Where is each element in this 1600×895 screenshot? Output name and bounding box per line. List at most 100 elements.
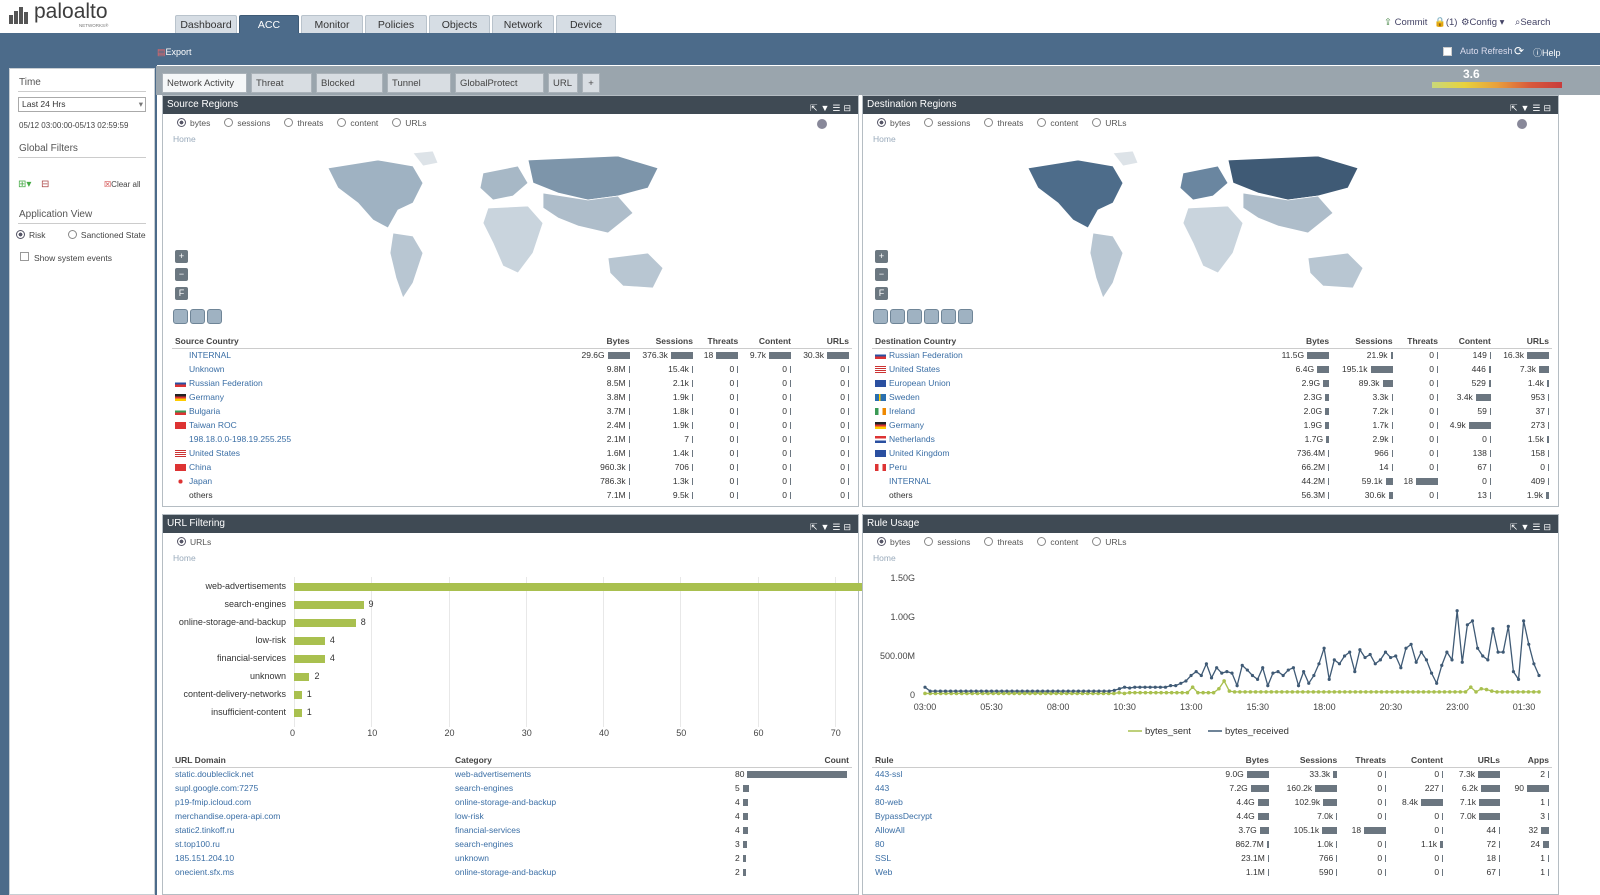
data-point-bytes_sent[interactable] [1122, 691, 1127, 696]
table-row[interactable]: 80 862.7M 1.0k 0 1.1k 72 24 [872, 837, 1552, 851]
data-point-bytes_sent[interactable] [1489, 689, 1494, 693]
data-point-bytes_received[interactable] [1266, 684, 1270, 688]
data-point-bytes_sent[interactable] [1049, 691, 1053, 696]
data-point-bytes_received[interactable] [928, 689, 932, 693]
country-link[interactable]: Sweden [889, 392, 920, 402]
data-point-bytes_received[interactable] [1358, 648, 1362, 652]
data-point-bytes_received[interactable] [1230, 671, 1234, 675]
map-region-north-america[interactable] [327, 159, 424, 229]
table-row[interactable]: p19-fmip.icloud.com online-storage-and-ba… [172, 795, 852, 809]
radio-content[interactable] [337, 118, 347, 127]
data-point-bytes_received[interactable] [1051, 689, 1055, 693]
data-point-bytes_received[interactable] [1450, 658, 1454, 662]
radio-threats[interactable] [984, 118, 994, 127]
country-link[interactable]: Ireland [889, 406, 915, 416]
column-header[interactable]: Category [452, 753, 732, 768]
commit-button[interactable]: ⇪ Commit [1384, 17, 1427, 28]
country-link[interactable]: Bulgaria [189, 406, 221, 416]
export-button[interactable]: ▤Export [157, 47, 192, 58]
country-link[interactable]: Unknown [189, 364, 225, 374]
data-point-bytes_received[interactable] [1138, 685, 1142, 689]
data-point-bytes_sent[interactable] [1510, 690, 1515, 694]
data-point-bytes_sent[interactable] [928, 691, 933, 696]
fit-button[interactable]: F [175, 287, 188, 300]
category-label[interactable]: unknown [249, 671, 286, 681]
config-button[interactable]: ⚙Config ▾ [1461, 17, 1505, 28]
country-link[interactable]: Russian Federation [889, 350, 963, 361]
table-row[interactable]: Russian Federation 8.5M 2.1k 0 0 0 [172, 376, 852, 390]
table-row[interactable]: Web 1.1M 590 0 0 67 1 [872, 865, 1552, 879]
column-header[interactable]: Bytes [572, 334, 633, 349]
data-point-bytes_sent[interactable] [1385, 690, 1389, 694]
data-point-bytes_sent[interactable] [1406, 690, 1410, 694]
table-row[interactable]: 80-web 4.4G 102.9k 0 8.4k 7.1k 1 [872, 795, 1552, 809]
data-point-bytes_received[interactable] [1041, 689, 1045, 693]
data-point-bytes_received[interactable] [1506, 624, 1510, 628]
data-point-bytes_received[interactable] [1235, 684, 1239, 688]
tab-policies[interactable]: Policies [365, 15, 427, 33]
data-point-bytes_received[interactable] [1220, 671, 1224, 675]
table-row[interactable]: China 960.3k 706 0 0 0 [172, 460, 852, 474]
data-point-bytes_received[interactable] [1133, 685, 1137, 689]
breadcrumb-home[interactable]: Home [173, 553, 196, 563]
category-label[interactable]: insufficient-content [211, 707, 286, 717]
data-point-bytes_received[interactable] [1122, 685, 1127, 689]
data-point-bytes_sent[interactable] [1479, 686, 1484, 691]
data-point-bytes_sent[interactable] [1395, 690, 1400, 694]
country-link[interactable]: China [189, 462, 212, 472]
column-header[interactable]: Source Country [172, 334, 572, 349]
data-point-bytes_sent[interactable] [1259, 690, 1263, 694]
data-point-bytes_sent[interactable] [1374, 690, 1379, 694]
map-region-south-america[interactable] [389, 232, 424, 299]
data-point-bytes_received[interactable] [1163, 685, 1168, 689]
data-point-bytes_sent[interactable] [1332, 690, 1337, 694]
data-point-bytes_received[interactable] [1373, 662, 1377, 666]
map-region-asia[interactable] [542, 192, 634, 234]
data-point-bytes_received[interactable] [1516, 677, 1521, 681]
data-point-bytes_sent[interactable] [1169, 690, 1174, 695]
subtab-globalprotect-activity[interactable]: GlobalProtect Activity [455, 73, 544, 108]
breadcrumb-home[interactable]: Home [873, 134, 896, 144]
data-point-bytes_sent[interactable] [1531, 690, 1536, 694]
data-point-bytes_sent[interactable] [1190, 685, 1195, 689]
refresh-icon[interactable]: ⟳ [1514, 44, 1525, 58]
data-point-bytes_sent[interactable] [1038, 691, 1043, 696]
zoom-in-button[interactable]: + [875, 250, 888, 263]
data-point-bytes_received[interactable] [1537, 673, 1541, 678]
data-point-bytes_sent[interactable] [1505, 690, 1510, 694]
country-link[interactable]: Peru [889, 462, 907, 472]
urls-radio[interactable] [177, 537, 186, 546]
data-point-bytes_sent[interactable] [1495, 690, 1499, 694]
table-row[interactable]: Sweden 2.3G 3.3k 0 3.4k 953 [872, 390, 1552, 404]
data-point-bytes_received[interactable] [1286, 668, 1290, 672]
country-link[interactable]: United Kingdom [889, 448, 950, 458]
auto-refresh-checkbox[interactable] [1443, 47, 1452, 56]
data-point-bytes_received[interactable] [1511, 670, 1516, 674]
zoom-out-button[interactable]: − [875, 268, 888, 281]
data-point-bytes_received[interactable] [1491, 627, 1495, 631]
data-point-bytes_sent[interactable] [1222, 679, 1226, 683]
data-point-bytes_sent[interactable] [1316, 690, 1321, 694]
data-point-bytes_received[interactable] [1000, 689, 1004, 693]
bar-financial-services[interactable] [294, 655, 325, 663]
data-point-bytes_received[interactable] [1071, 689, 1075, 693]
world-map[interactable] [318, 148, 678, 308]
data-point-bytes_sent[interactable] [1322, 690, 1326, 694]
data-point-bytes_received[interactable] [954, 689, 958, 693]
data-point-bytes_sent[interactable] [1112, 691, 1116, 696]
map-region-greenland[interactable] [412, 150, 439, 167]
table-row[interactable]: static2.tinkoff.ru financial-services 4 [172, 823, 852, 837]
map-region-africa[interactable] [482, 205, 544, 274]
table-row[interactable]: INTERNAL 29.6G 376.3k 18 9.7k 30.3k [172, 348, 852, 362]
data-point-bytes_received[interactable] [1250, 673, 1255, 678]
data-point-bytes_received[interactable] [1184, 679, 1188, 683]
data-point-bytes_sent[interactable] [1127, 690, 1132, 695]
data-point-bytes_received[interactable] [1460, 660, 1464, 664]
data-point-bytes_received[interactable] [1148, 685, 1152, 689]
data-point-bytes_received[interactable] [1245, 668, 1249, 672]
bar-online-storage-and-backup[interactable] [294, 619, 356, 627]
data-point-bytes_received[interactable] [1404, 646, 1408, 650]
data-point-bytes_received[interactable] [1030, 689, 1035, 693]
data-point-bytes_sent[interactable] [1390, 690, 1394, 694]
data-point-bytes_received[interactable] [1225, 670, 1229, 674]
